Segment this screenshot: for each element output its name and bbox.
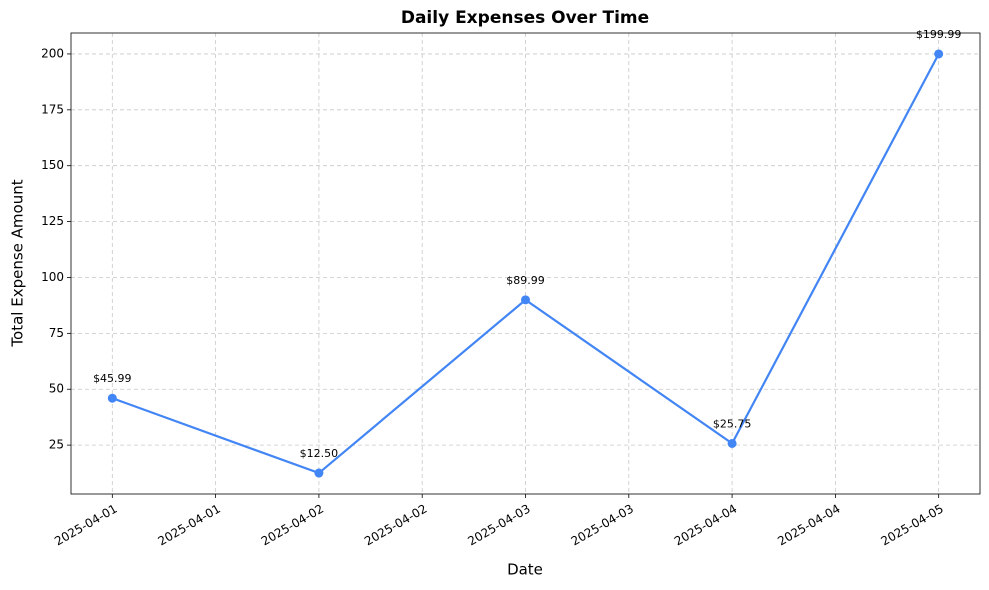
x-tick-label: 2025-04-02 (362, 502, 429, 549)
y-tick-label: 150 (41, 158, 64, 172)
x-tick-label: 2025-04-02 (259, 502, 326, 549)
grid (71, 33, 980, 494)
x-tick-label: 2025-04-01 (52, 502, 119, 549)
y-tick-label: 175 (41, 102, 64, 116)
y-tick-label: 25 (49, 438, 64, 452)
x-tick-label: 2025-04-01 (155, 502, 222, 549)
y-tick-label: 125 (41, 214, 64, 228)
point (521, 295, 530, 305)
x-tick-label: 2025-04-05 (879, 502, 946, 549)
data-label: $12.50 (300, 447, 339, 460)
x-tick-label: 2025-04-03 (569, 502, 636, 549)
point (107, 393, 117, 403)
data-label: $45.99 (93, 372, 132, 385)
data-label: $199.99 (916, 28, 962, 41)
x-tick-label: 2025-04-04 (775, 502, 842, 549)
x-axis-label: Date (507, 561, 543, 579)
plot-frame (70, 32, 981, 495)
point (934, 49, 944, 59)
chart-title: Daily Expenses Over Time (401, 8, 649, 28)
y-tick-label: 50 (49, 382, 64, 396)
data-label: $89.99 (506, 274, 545, 287)
y-axis-label: Total Expense Amount (9, 179, 27, 347)
point (727, 438, 737, 448)
line (111, 53, 940, 475)
point (314, 468, 324, 478)
y-tick-label: 75 (49, 326, 64, 340)
x-tick-label: 2025-04-03 (465, 502, 532, 549)
data-label: $25.75 (713, 417, 752, 430)
y-tick-label: 100 (41, 270, 64, 284)
x-tick-label: 2025-04-04 (672, 502, 739, 549)
y-tick-label: 200 (41, 46, 64, 60)
